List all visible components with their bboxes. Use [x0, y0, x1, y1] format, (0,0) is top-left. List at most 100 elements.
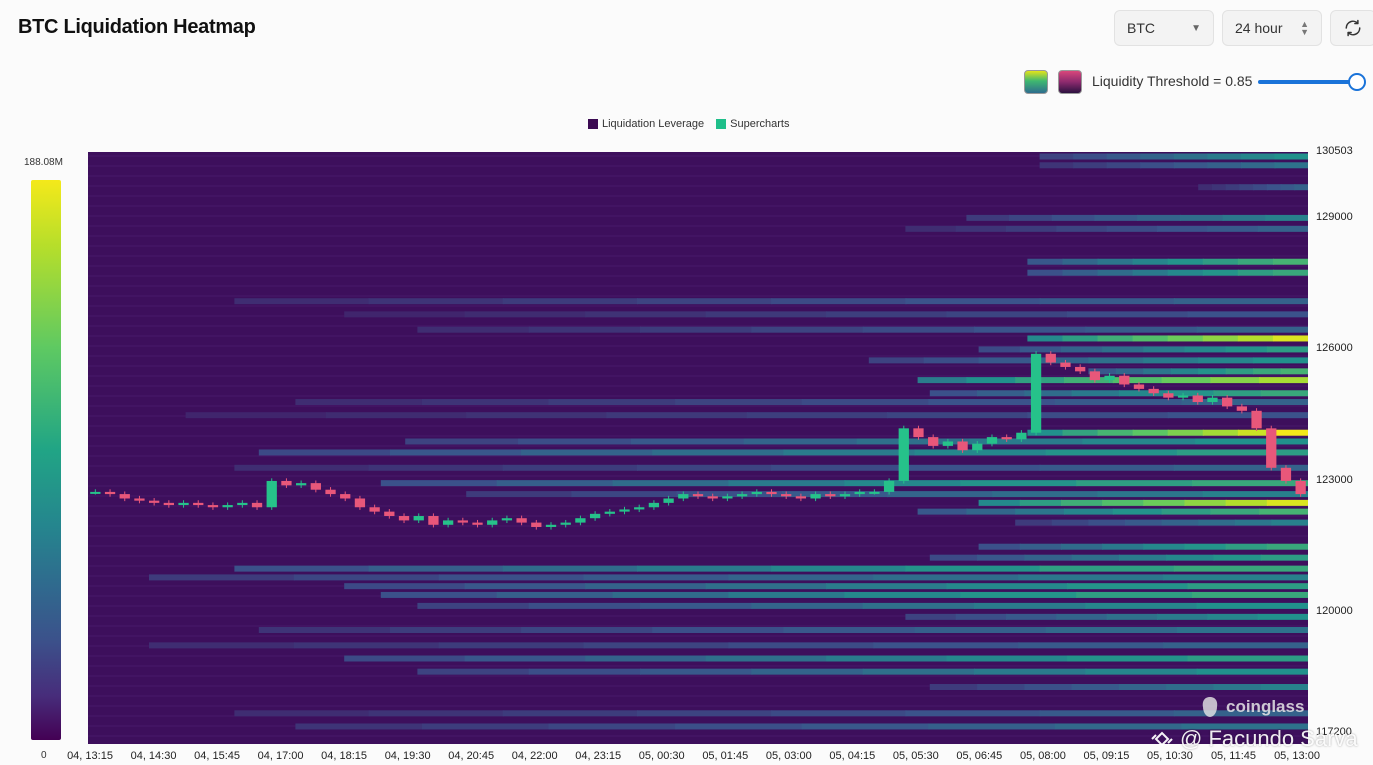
liquidation-band[interactable] [1027, 335, 1308, 342]
liquidation-band[interactable] [978, 346, 1308, 353]
band-segment [929, 684, 979, 691]
liquidation-band[interactable] [917, 508, 1308, 515]
band-segment [1045, 627, 1178, 634]
range-select[interactable]: 24 hour ▲ ▼ [1222, 10, 1322, 46]
liquidation-band[interactable] [258, 449, 1308, 456]
liquidation-band[interactable] [405, 438, 1308, 445]
liquidation-band[interactable] [1198, 184, 1308, 191]
band-segment [1027, 429, 1064, 436]
threshold-slider-track[interactable] [1258, 80, 1354, 84]
x-tick-label: 05, 09:15 [1083, 750, 1130, 762]
band-segment [606, 412, 748, 419]
liquidation-band[interactable] [344, 583, 1308, 590]
colorbar-max-label: 188.08M [24, 157, 63, 168]
price-candle [428, 516, 439, 525]
liquidation-band[interactable] [929, 684, 1308, 691]
liquidation-band[interactable] [344, 311, 1308, 318]
band-segment [1173, 298, 1308, 305]
liquidation-band[interactable] [929, 390, 1308, 397]
refresh-button[interactable] [1330, 10, 1373, 46]
band-segment [1039, 565, 1175, 572]
liquidation-band[interactable] [966, 214, 1308, 221]
liquidation-band[interactable] [234, 710, 1308, 717]
liquidation-band[interactable] [234, 565, 1308, 572]
band-segment [868, 357, 925, 364]
magenta-gradient-swatch-icon[interactable] [1058, 70, 1082, 94]
band-segment [1184, 543, 1227, 550]
band-segment [1173, 565, 1308, 572]
legend-swatch [716, 119, 727, 129]
legend-item-supercharts[interactable]: Supercharts [716, 118, 789, 130]
liquidation-band[interactable] [417, 326, 1308, 333]
liquidation-band[interactable] [905, 225, 1308, 232]
band-segment [1118, 390, 1168, 397]
band-segment [1062, 258, 1099, 265]
band-segment [1260, 684, 1308, 691]
band-segment [978, 543, 1021, 550]
band-segment [149, 642, 295, 649]
band-segment [783, 627, 916, 634]
price-candle [648, 502, 660, 508]
heatmap-chart[interactable] [88, 152, 1308, 744]
y-tick-label: 130503 [1316, 145, 1353, 157]
liquidation-band[interactable] [1015, 519, 1308, 526]
liquidation-band[interactable] [466, 491, 1308, 498]
liquidation-band[interactable] [380, 480, 1308, 487]
band-segment [1085, 602, 1198, 609]
liquidation-band[interactable] [1027, 258, 1308, 265]
liquidation-band[interactable] [149, 642, 1308, 649]
liquidation-band[interactable] [1039, 162, 1308, 169]
liquidation-band[interactable] [417, 668, 1308, 675]
chart-legend: Liquidation Leverage Supercharts [588, 118, 789, 130]
band-segment [185, 412, 327, 419]
band-segment [502, 565, 638, 572]
band-segment [978, 346, 1021, 353]
liquidation-band[interactable] [295, 399, 1308, 406]
legend-label: Liquidation Leverage [602, 118, 705, 130]
band-segment [1181, 399, 1308, 406]
green-gradient-swatch-icon[interactable] [1024, 70, 1048, 94]
liquidation-band[interactable] [380, 591, 1308, 598]
band-segment [844, 480, 962, 487]
x-tick-label: 04, 14:30 [130, 750, 177, 762]
liquidation-band[interactable] [149, 574, 1308, 581]
coinglass-watermark-text: coinglass [1226, 697, 1305, 716]
liquidation-band[interactable] [1027, 429, 1308, 436]
band-segment [1060, 346, 1104, 353]
liquidation-band[interactable] [1039, 153, 1308, 160]
threshold-slider-handle[interactable] [1348, 73, 1366, 91]
liquidation-band[interactable] [1027, 269, 1308, 276]
threshold-label: Liquidity Threshold = 0.85 [1092, 73, 1253, 89]
band-segment [421, 399, 550, 406]
liquidation-band[interactable] [185, 412, 1308, 419]
liquidation-band[interactable] [295, 723, 1308, 730]
band-segment [676, 491, 783, 498]
band-segment [1213, 684, 1262, 691]
liquidation-band[interactable] [417, 602, 1308, 609]
band-segment [1019, 346, 1062, 353]
band-segment [728, 642, 875, 649]
liquidation-band[interactable] [929, 554, 1308, 561]
band-segment [1161, 377, 1212, 384]
band-segment [1192, 480, 1308, 487]
price-candle [442, 520, 454, 525]
band-segment [1056, 613, 1108, 620]
liquidation-band[interactable] [905, 613, 1308, 620]
legend-item-liquidation-leverage[interactable]: Liquidation Leverage [588, 118, 704, 130]
price-candle [1251, 410, 1262, 429]
coin-select[interactable]: BTC ▼ [1114, 10, 1214, 46]
band-segment [728, 591, 846, 598]
liquidation-band[interactable] [234, 298, 1308, 305]
liquidation-band[interactable] [978, 543, 1308, 550]
liquidation-band[interactable] [258, 627, 1308, 634]
price-candle [207, 505, 219, 508]
price-candle [487, 520, 498, 525]
liquidation-band[interactable] [344, 655, 1308, 662]
band-segment [743, 438, 858, 445]
liquidation-band[interactable] [978, 499, 1308, 506]
liquidation-band[interactable] [868, 357, 1308, 364]
liquidation-band[interactable] [234, 464, 1308, 471]
band-segment [1222, 214, 1267, 221]
price-candle [384, 511, 395, 517]
liquidation-band[interactable] [1088, 368, 1308, 375]
